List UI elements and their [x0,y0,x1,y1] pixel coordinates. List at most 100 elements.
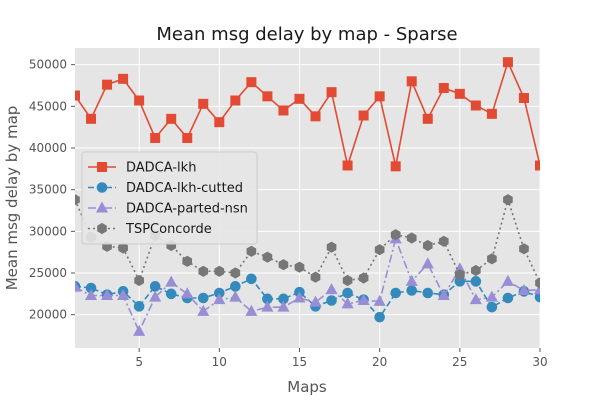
legend-frame [81,151,258,245]
legend-label: TSPConcorde [125,222,212,237]
data-point [374,91,385,102]
data-point [246,245,257,257]
data-point [421,257,434,269]
data-point [134,95,145,106]
x-tick-label: 5 [135,355,143,369]
data-point [197,292,209,304]
y-tick-label: 30000 [29,224,67,238]
data-point [214,265,225,277]
data-point [133,324,146,336]
data-point [486,108,497,119]
data-point [134,274,144,287]
data-point [326,87,337,98]
data-point [503,194,513,206]
data-point [230,281,241,292]
data-point [326,295,337,306]
data-point [406,232,417,244]
legend-entry: DADCA-parted-nsn [88,201,248,217]
data-point [278,105,289,116]
data-point [261,300,274,312]
data-point [519,243,529,255]
data-point [213,293,226,305]
y-tick-label: 35000 [29,183,67,197]
data-point [325,283,338,295]
data-point [149,290,162,302]
data-point [118,242,128,254]
y-tick-label: 25000 [29,266,67,280]
data-point [262,251,273,263]
series-dadca-lkh [75,57,540,172]
data-point [501,274,514,286]
data-point [278,259,289,271]
data-point [406,76,417,87]
data-point [182,255,193,267]
chart-title: Mean msg delay by map - Sparse [156,24,457,45]
data-point [293,291,306,303]
data-point [294,261,305,273]
data-point [294,93,305,104]
data-point [373,294,386,306]
legend-marker [96,182,108,193]
data-point [198,98,209,109]
legend: DADCA-lkh DADCA-lkh-cutted DADCA-parted-ns… [81,151,258,245]
y-tick-label: 50000 [29,58,67,72]
data-point [310,111,321,122]
data-point [518,93,529,103]
data-point [102,79,113,90]
data-point [230,267,241,279]
data-point [133,301,145,312]
y-tick-label: 20000 [29,308,67,322]
data-point [75,194,80,206]
legend-entry: DADCA-lkh-cutted [88,181,243,196]
data-point [262,91,273,102]
data-point [406,285,418,296]
data-point [455,269,465,281]
data-point [326,241,337,253]
data-point [438,83,449,93]
y-axis-label: Mean msg delay by map [3,106,21,291]
legend-entry: TSPConcorde [88,222,212,237]
data-point [341,297,354,309]
legend-marker [97,222,107,235]
data-point [534,291,540,303]
data-point [230,95,241,106]
x-tick-label: 15 [292,355,307,369]
data-point [358,110,369,121]
x-tick-label: 20 [372,355,387,369]
data-point [502,57,513,68]
data-point [214,117,225,128]
data-point [357,293,370,305]
data-point [405,274,418,286]
data-point [390,161,401,172]
data-point [198,265,209,277]
data-point [454,88,465,99]
data-point [469,293,482,305]
data-point [342,287,353,299]
x-tick-label: 25 [452,355,467,369]
data-point [390,229,401,241]
data-point [437,288,450,300]
data-point [310,271,321,283]
legend-label: DADCA-parted-nsn [126,202,248,217]
legend-marker [95,201,109,213]
data-point [229,290,242,302]
data-point [358,272,369,284]
x-tick-label: 10 [212,355,227,369]
legend-label: DADCA-lkh-cutted [126,181,243,196]
data-point [422,287,434,299]
data-point [181,287,194,299]
data-point [438,235,449,247]
data-point [150,133,161,143]
data-point [374,311,385,323]
data-point [246,77,257,88]
x-axis-label: Maps [287,378,327,396]
legend-entry: DADCA-lkh [88,161,196,176]
data-point [517,283,531,295]
data-point [75,280,82,292]
data-point [86,113,97,124]
data-point [470,100,481,111]
data-point [246,273,257,285]
data-point [309,295,322,307]
legend-marker [97,162,107,172]
